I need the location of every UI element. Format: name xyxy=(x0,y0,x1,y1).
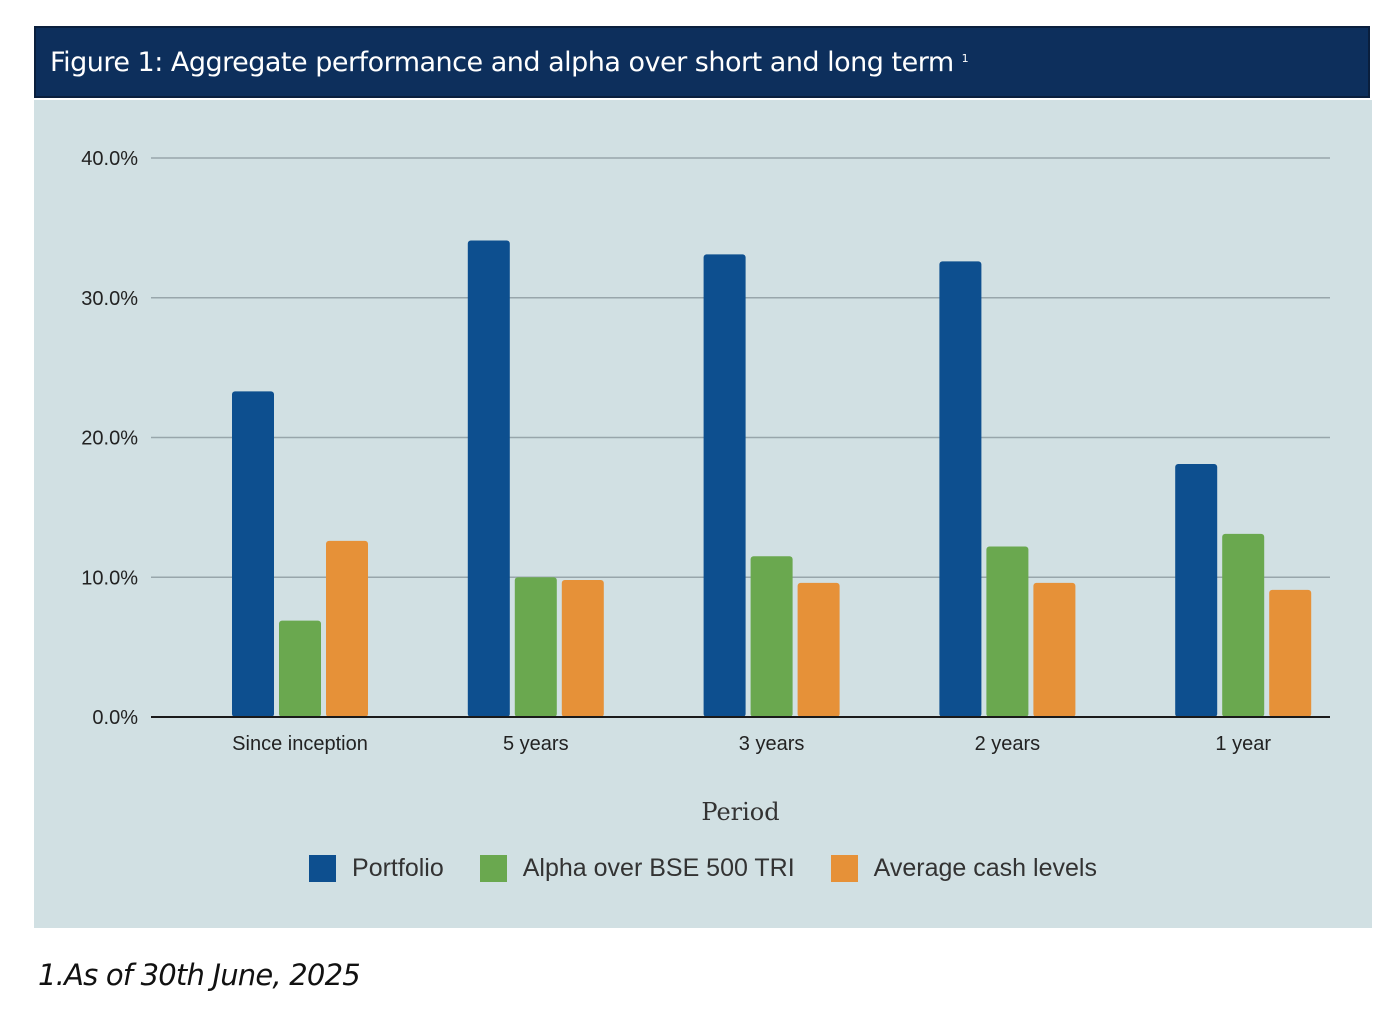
bar-chart: 0.0% 10.0% 20.0% 30.0% 40.0% Since inception 5… xyxy=(81,148,1330,826)
y-tick-label: 10.0% xyxy=(81,567,138,589)
bar-average-cash-levels xyxy=(797,582,840,717)
bar-average-cash-levels xyxy=(1269,589,1312,717)
bar-portfolio xyxy=(703,254,746,718)
x-tick-label: 2 years xyxy=(975,733,1041,755)
x-tick-label: 5 years xyxy=(503,733,569,755)
figure-title-footnote-marker: 1 xyxy=(961,51,969,65)
y-tick-label: 40.0% xyxy=(81,148,138,170)
chart-panel: 0.0% 10.0% 20.0% 30.0% 40.0% Since inception 5… xyxy=(34,100,1372,928)
legend-swatch xyxy=(830,855,858,882)
figure-header: Figure 1: Aggregate performance and alph… xyxy=(34,26,1370,98)
bar-alpha-over-bse-500-tri xyxy=(986,546,1029,717)
chart-legend: Portfolio Alpha over BSE 500 TRI Average c… xyxy=(34,854,1372,883)
legend-item: Portfolio xyxy=(309,854,444,883)
bar-alpha-over-bse-500-tri xyxy=(279,620,321,717)
legend-item: Average cash levels xyxy=(830,854,1097,883)
bar-portfolio xyxy=(467,240,510,717)
legend-label: Alpha over BSE 500 TRI xyxy=(522,854,795,882)
bar-average-cash-levels xyxy=(1033,582,1076,717)
bar-alpha-over-bse-500-tri xyxy=(750,556,793,717)
footnote: 1.As of 30th June, 2025 xyxy=(38,958,361,992)
legend-swatch xyxy=(309,855,337,882)
bar-alpha-over-bse-500-tri xyxy=(1222,533,1265,717)
legend-label: Portfolio xyxy=(352,854,444,882)
legend-item: Alpha over BSE 500 TRI xyxy=(479,854,795,883)
x-tick-label: 1 year xyxy=(1215,733,1271,755)
legend-label: Average cash levels xyxy=(873,854,1097,882)
y-tick-label: 30.0% xyxy=(81,288,138,310)
x-tick-label: 3 years xyxy=(739,733,805,755)
bar-portfolio xyxy=(939,261,982,717)
bar-portfolio xyxy=(232,391,274,717)
x-axis-title: Period xyxy=(701,798,779,826)
legend-swatch xyxy=(479,855,507,882)
y-tick-label: 0.0% xyxy=(92,707,138,729)
bar-average-cash-levels xyxy=(561,580,604,717)
bar-alpha-over-bse-500-tri xyxy=(514,577,557,717)
bar-portfolio xyxy=(1175,464,1218,717)
bar-average-cash-levels xyxy=(326,540,368,717)
x-tick-label: Since inception xyxy=(232,733,368,755)
y-tick-label: 20.0% xyxy=(81,428,138,450)
figure-title: Figure 1: Aggregate performance and alph… xyxy=(50,46,954,78)
